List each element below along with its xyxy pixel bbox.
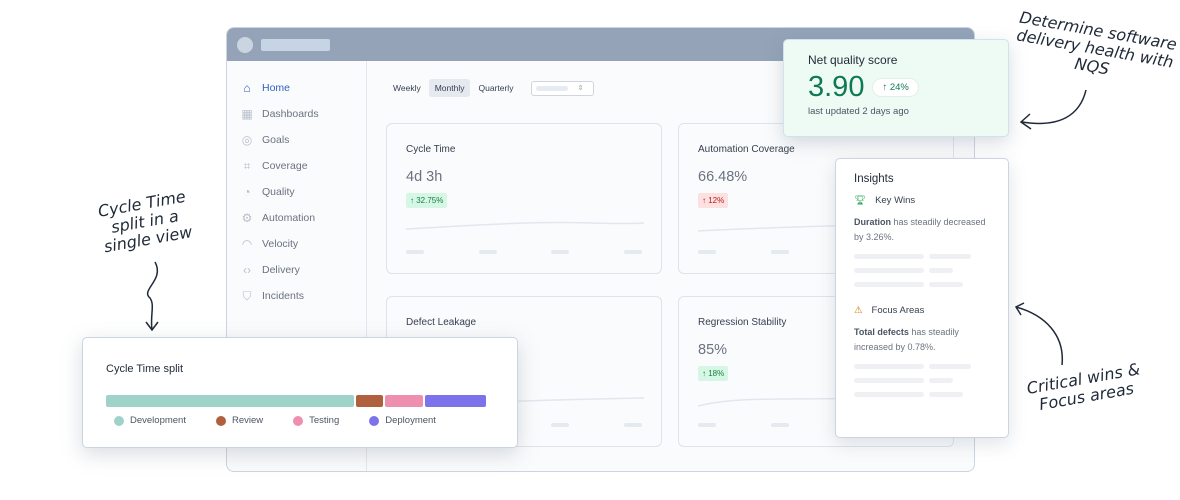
- alert-clipboard-icon: ⚠: [854, 305, 863, 316]
- card-value: 85%: [698, 342, 728, 358]
- nqs-updated: last updated 2 days ago: [808, 106, 909, 117]
- sidebar-item-delivery[interactable]: ‹› Delivery: [227, 257, 366, 283]
- sidebar-item-label: Dashboards: [262, 108, 319, 120]
- arrow-to-nqs: [1019, 89, 1087, 130]
- legend-item-deployment: Deployment: [369, 415, 436, 426]
- key-win-rest: has steadily decreased by 3.26%.: [854, 217, 986, 242]
- sidebar: ⌂ Home ▦ Dashboards ◎ Goals ⌗ Coverage ◔ Qual…: [227, 61, 367, 471]
- focus-bold: Total defects: [854, 327, 909, 337]
- sidebar-item-label: Quality: [262, 186, 295, 198]
- focus-areas-heading: Focus Areas: [871, 305, 925, 316]
- sidebar-item-label: Velocity: [262, 238, 299, 250]
- legend-dot: [293, 415, 304, 426]
- change-badge: ↑ 12%: [698, 193, 729, 208]
- chevron-updown-icon: ⇕: [577, 85, 584, 92]
- sparkline: [406, 221, 644, 230]
- sidebar-item-incidents[interactable]: ⛉ Incidents: [227, 283, 366, 309]
- home-icon: ⌂: [243, 81, 251, 95]
- grid-icon: ▦: [241, 107, 253, 121]
- gauge-icon: ◠: [241, 237, 253, 251]
- coverage-icon: ⌗: [243, 158, 251, 173]
- key-win-text: Duration has steadily decreased by 3.26%…: [854, 215, 990, 245]
- card-title: Regression Stability: [698, 317, 787, 328]
- period-selector: Weekly Monthly Quarterly ⇕: [387, 79, 595, 97]
- split-segment-testing[interactable]: [385, 395, 424, 407]
- nqs-change: 24%: [889, 82, 909, 93]
- shield-icon: ⛉: [242, 288, 252, 303]
- card-value: 66.48%: [698, 169, 748, 185]
- card-value: 4d 3h: [406, 169, 443, 185]
- pie-icon: ◔: [243, 185, 251, 199]
- key-win-bold: Duration: [854, 217, 891, 227]
- sidebar-item-coverage[interactable]: ⌗ Coverage: [227, 153, 366, 179]
- axis-ticks: [406, 250, 642, 254]
- sidebar-item-label: Delivery: [262, 264, 300, 276]
- arrow-up-icon: ↑: [882, 82, 890, 93]
- period-monthly[interactable]: Monthly: [428, 79, 471, 97]
- legend-label: Testing: [309, 415, 340, 426]
- sidebar-item-automation[interactable]: ⚙ Automation: [227, 205, 366, 231]
- title-placeholder: [261, 38, 330, 51]
- sidebar-item-goals[interactable]: ◎ Goals: [227, 127, 366, 153]
- legend-dot: [114, 415, 124, 426]
- filter-dropdown[interactable]: ⇕: [531, 80, 595, 96]
- insights-panel: Insights 🏆︎ Key Wins Duration has steadil…: [835, 158, 1009, 438]
- split-segment-review[interactable]: [356, 395, 384, 407]
- legend-dot: [215, 415, 226, 426]
- code-icon: ‹›: [243, 263, 251, 277]
- sidebar-item-label: Home: [262, 82, 291, 94]
- legend-label: Development: [130, 415, 186, 426]
- focus-text: Total defects has steadily increased by …: [854, 325, 990, 355]
- nqs-title: Net quality score: [808, 53, 898, 67]
- legend-item-review: Review: [215, 415, 264, 426]
- card-title: Automation Coverage: [698, 144, 795, 155]
- split-title: Cycle Time split: [106, 363, 184, 375]
- window-dot: [237, 36, 253, 53]
- sidebar-item-label: Coverage: [262, 160, 308, 172]
- arrow-to-insights: [1014, 302, 1063, 366]
- split-legend: Development Review Testing Deployment: [106, 415, 494, 426]
- legend-label: Deployment: [385, 415, 436, 426]
- split-segment-development[interactable]: [106, 395, 355, 407]
- cycle-time-split-card: Cycle Time split Development Review Testin…: [82, 337, 518, 448]
- sidebar-item-label: Automation: [262, 212, 316, 224]
- metric-card-cycle-time[interactable]: Cycle Time 4d 3h ↑ 32.75%: [386, 123, 662, 274]
- arrow-to-split: [145, 261, 159, 332]
- legend-dot: [369, 415, 380, 426]
- dropdown-placeholder: [536, 85, 568, 91]
- sidebar-item-dashboards[interactable]: ▦ Dashboards: [227, 101, 366, 127]
- net-quality-score-card: Net quality score 3.90 ↑ 24% last update…: [783, 39, 1009, 137]
- period-quarterly[interactable]: Quarterly: [478, 83, 514, 93]
- sidebar-item-velocity[interactable]: ◠ Velocity: [227, 231, 366, 257]
- sidebar-item-label: Goals: [262, 134, 290, 146]
- split-bar: [106, 395, 494, 407]
- nqs-change-badge: ↑ 24%: [872, 78, 919, 97]
- change-badge: ↑ 18%: [698, 366, 729, 381]
- legend-item-testing: Testing: [293, 415, 339, 426]
- key-wins-heading: Key Wins: [875, 195, 916, 206]
- change-badge: ↑ 32.75%: [406, 193, 448, 208]
- sidebar-item-label: Incidents: [262, 290, 305, 302]
- legend-item-development: Development: [114, 415, 186, 426]
- card-title: Defect Leakage: [406, 317, 477, 328]
- card-title: Cycle Time: [406, 144, 456, 155]
- trophy-icon: 🏆︎: [854, 195, 867, 206]
- target-icon: ◎: [241, 133, 253, 147]
- robot-arm-icon: ⚙: [241, 211, 253, 225]
- sidebar-item-home[interactable]: ⌂ Home: [227, 75, 366, 101]
- focus-rest: has steadily increased by 0.78%.: [854, 327, 959, 352]
- nqs-score: 3.90: [808, 71, 865, 103]
- split-segment-deployment[interactable]: [425, 395, 487, 407]
- period-weekly[interactable]: Weekly: [393, 83, 421, 93]
- insights-title: Insights: [854, 173, 894, 185]
- sidebar-item-quality[interactable]: ◔ Quality: [227, 179, 366, 205]
- legend-label: Review: [231, 415, 264, 426]
